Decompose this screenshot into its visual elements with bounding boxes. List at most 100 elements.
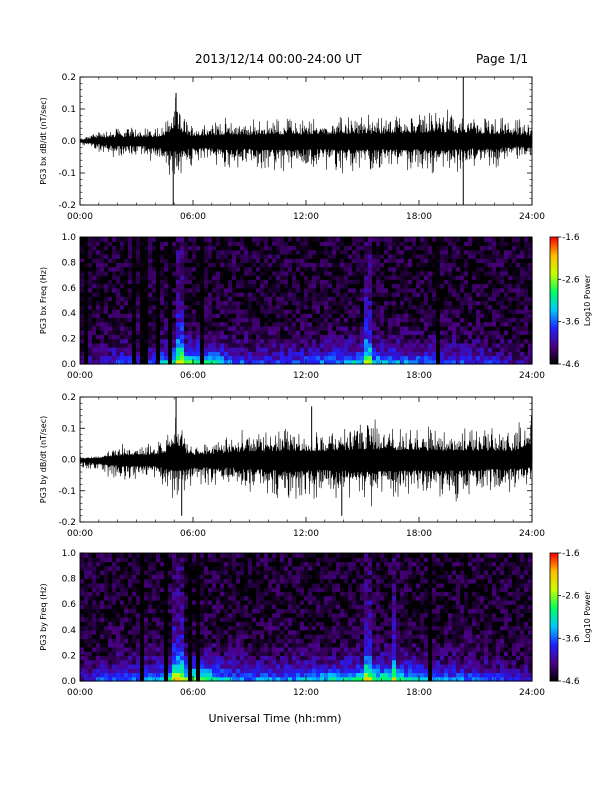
bx-spectrogram-cell <box>368 270 373 276</box>
bx-spectrogram-cell <box>212 287 217 293</box>
bx-spectrogram-colorbar-step <box>550 281 558 285</box>
bx-spectrogram-cell <box>200 313 205 319</box>
bx-spectrogram-cell <box>200 300 205 306</box>
by-spectrogram-cell <box>148 599 153 605</box>
bx-spectrogram-cell <box>272 304 277 310</box>
bx-spectrogram-cell <box>504 334 509 340</box>
by-spectrogram-cell <box>148 591 153 597</box>
bx-spectrogram-cell <box>496 355 501 361</box>
bx-spectrogram-cell <box>120 342 125 348</box>
bx-spectrogram-cell <box>128 253 133 259</box>
bx-spectrogram-cell <box>352 351 357 357</box>
bx-spectrogram-cell <box>256 330 261 335</box>
bx-spectrogram-cell <box>124 355 129 361</box>
bx-spectrogram-cell <box>340 237 345 242</box>
by-spectrogram-cell <box>108 672 113 678</box>
bx-spectrogram-cell <box>212 270 217 276</box>
bx-spectrogram-cell <box>388 330 393 335</box>
by-spectrogram-cell <box>168 595 173 601</box>
bx-spectrogram-cell <box>516 308 521 314</box>
bx-spectrogram-cell <box>464 338 469 344</box>
bx-spectrogram-cell <box>220 275 225 280</box>
bx-spectrogram-cell <box>296 342 301 348</box>
bx-spectrogram-cell <box>332 237 337 242</box>
by-spectrogram-cell <box>188 638 193 644</box>
bx-spectrogram-cell <box>212 359 217 365</box>
bx-spectrogram-cell <box>260 359 265 365</box>
by-spectrogram-cell <box>132 608 137 614</box>
by-spectrogram-cell <box>172 651 177 656</box>
by-spectrogram-cell <box>176 561 181 567</box>
bx-spectrogram-cell <box>92 351 97 357</box>
bx-spectrogram-cell <box>320 321 325 327</box>
bx-spectrogram-cell <box>152 300 157 306</box>
bx-spectrogram-cell <box>428 287 433 293</box>
by-spectrogram-cell <box>164 599 169 605</box>
bx-spectrogram-cell <box>216 355 221 361</box>
bx-spectrogram-cell <box>256 355 261 361</box>
bx-spectrogram-cell <box>448 262 453 268</box>
by-spectrogram-cell <box>180 599 185 605</box>
bx-spectrogram-cell <box>364 287 369 293</box>
bx-spectrogram-cell <box>80 317 85 323</box>
by-spectrogram-cell <box>136 668 141 674</box>
bx-spectrogram-cell <box>500 351 505 357</box>
bx-spectrogram-cell <box>260 279 265 285</box>
bx-spectrogram-cell <box>400 338 405 344</box>
by-spectrogram-cell <box>212 646 217 652</box>
bx-spectrogram-cell <box>92 237 97 242</box>
bx-spectrogram-cell <box>184 321 189 327</box>
bx-spectrogram-cell <box>264 351 269 357</box>
bx-spectrogram-cell <box>500 317 505 323</box>
bx-spectrogram-cell <box>380 283 385 289</box>
by-spectrogram-cell <box>212 629 217 635</box>
bx-spectrogram-cell <box>352 300 357 306</box>
bx-spectrogram-cell <box>172 287 177 293</box>
by-spectrogram-cell <box>180 587 185 592</box>
bx-spectrogram-cell <box>208 351 213 357</box>
bx-spectrogram-cell <box>288 334 293 340</box>
bx-spectrogram-cell <box>424 351 429 357</box>
bx-spectrogram-cell <box>308 237 313 242</box>
bx-spectrogram-cell <box>432 253 437 259</box>
by-spectrogram-cell <box>216 659 221 665</box>
bx-spectrogram-cell <box>196 308 201 314</box>
by-spectrogram-cell <box>152 578 157 584</box>
bx-spectrogram-cell <box>308 355 313 361</box>
bx-spectrogram-cell <box>416 347 421 352</box>
bx-spectrogram-cell <box>408 241 413 247</box>
bx-spectrogram-cell <box>280 283 285 289</box>
bx-spectrogram-cell <box>152 237 157 242</box>
bx-spectrogram-cell <box>160 258 165 263</box>
bx-spectrogram-cell <box>236 245 241 251</box>
bx-spectrogram-cell <box>408 321 413 327</box>
bx-spectrogram-cell <box>304 245 309 251</box>
by-spectrogram-cell <box>156 570 161 575</box>
bx-spectrogram-ytick-label: 0.8 <box>62 258 77 268</box>
by-spectrogram-cell <box>112 578 117 584</box>
by-spectrogram-cell <box>212 617 217 622</box>
bx-spectrogram-cell <box>428 266 433 272</box>
bx-spectrogram-cell <box>436 338 441 344</box>
bx-spectrogram-cell <box>224 241 229 247</box>
bx-spectrogram-cell <box>292 262 297 268</box>
bx-spectrogram-cell <box>188 321 193 327</box>
bx-spectrogram-cell <box>152 334 157 340</box>
bx-spectrogram-cell <box>128 334 133 340</box>
by-spectrogram-cell <box>136 578 141 584</box>
bx-spectrogram-cell <box>80 342 85 348</box>
by-spectrogram-cell <box>164 668 169 674</box>
bx-spectrogram-cell <box>176 245 181 251</box>
bx-spectrogram-cell <box>460 300 465 306</box>
bx-spectrogram-cell <box>172 292 177 297</box>
bx-spectrogram-cell <box>92 334 97 340</box>
by-spectrogram-cell <box>108 646 113 652</box>
bx-spectrogram-cell <box>128 321 133 327</box>
bx-spectrogram-cell <box>88 253 93 259</box>
by-spectrogram-cell <box>144 642 149 648</box>
bx-spectrogram-cell <box>296 296 301 302</box>
by-spectrogram-cell <box>92 574 97 580</box>
bx-spectrogram-cell <box>488 241 493 247</box>
by-spectrogram-cell <box>152 617 157 622</box>
bx-spectrogram-cell <box>228 245 233 251</box>
